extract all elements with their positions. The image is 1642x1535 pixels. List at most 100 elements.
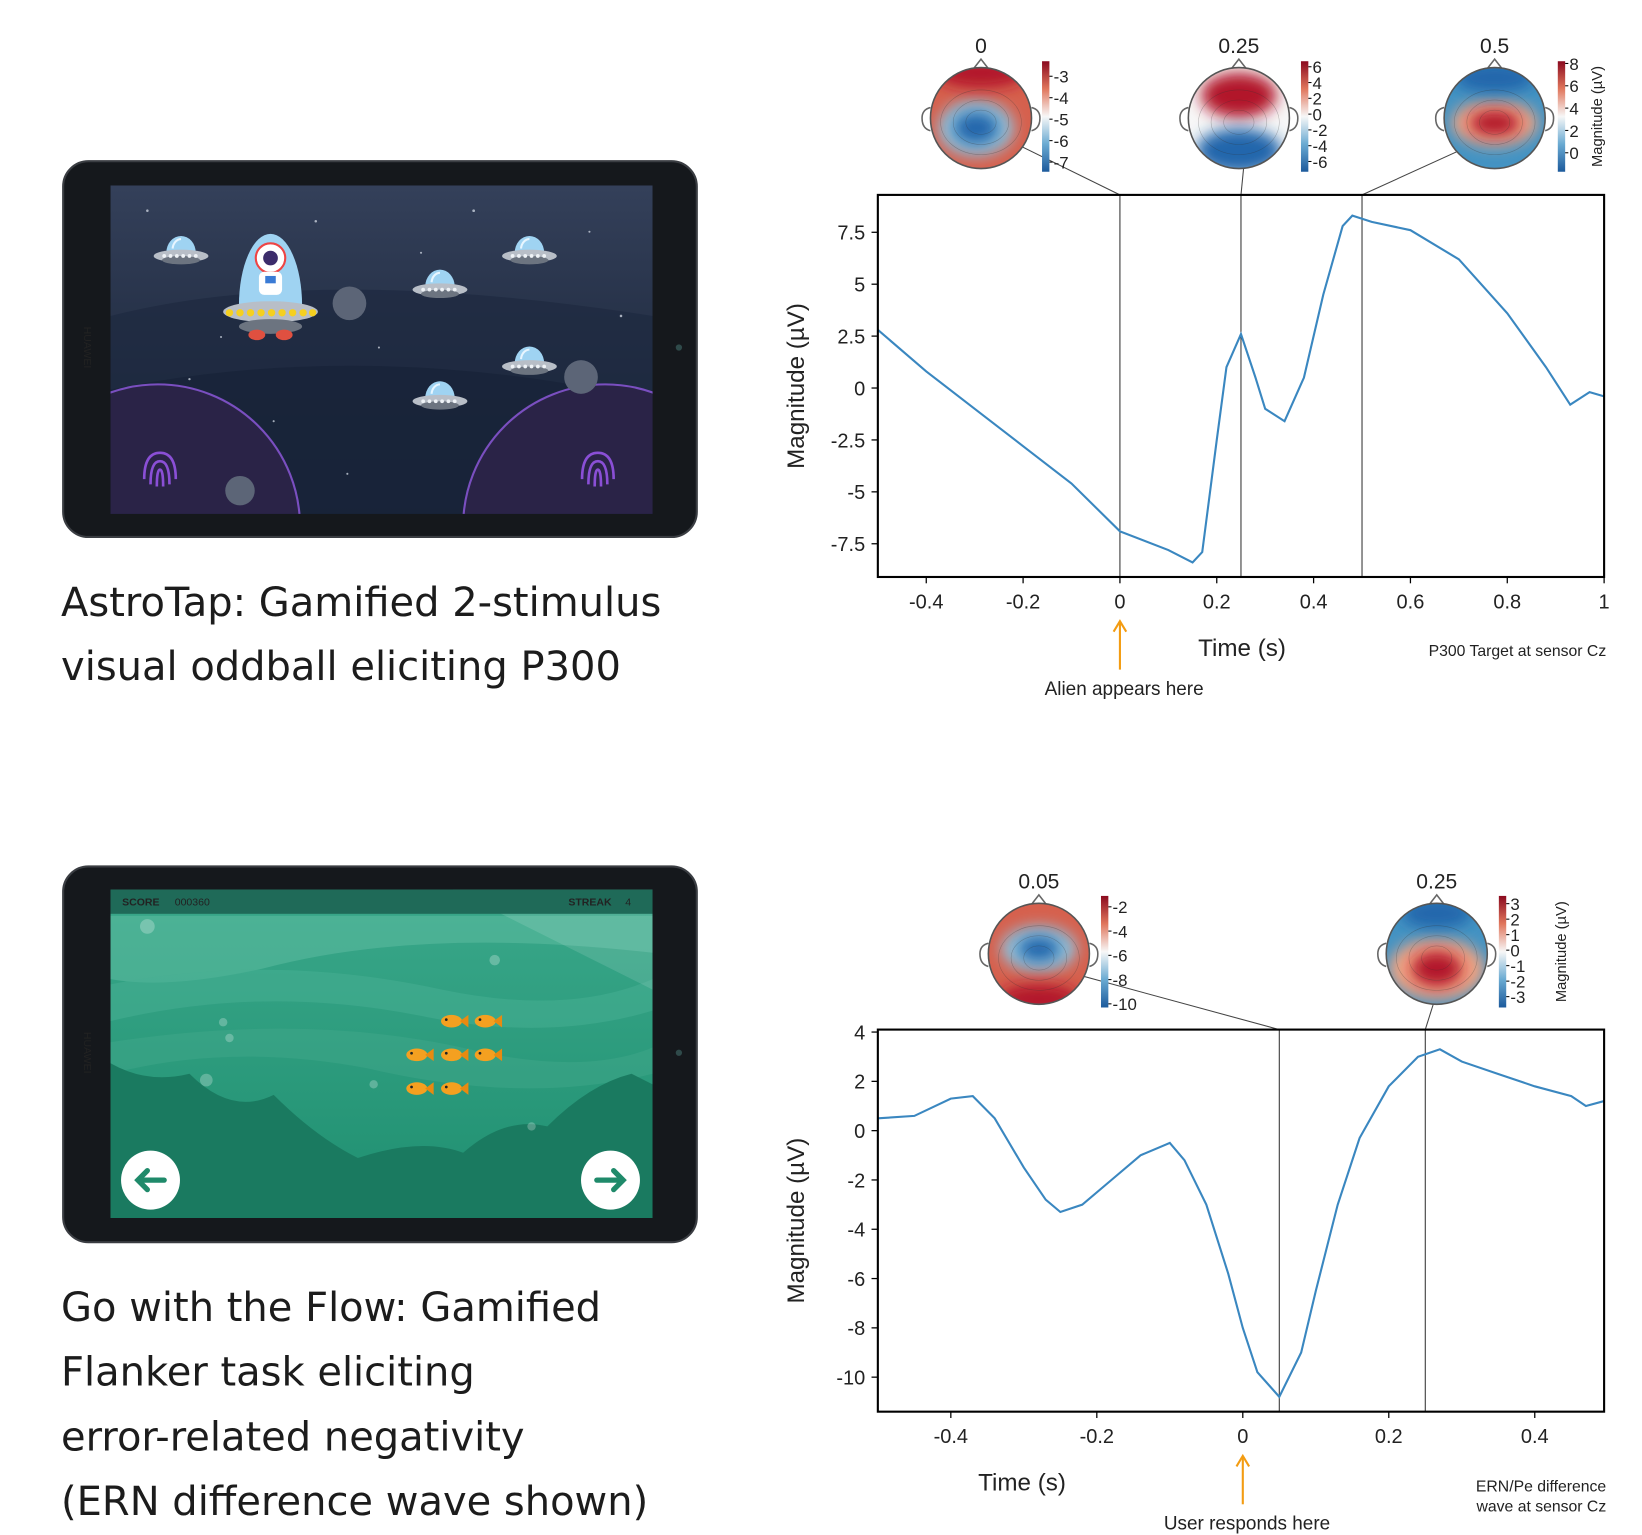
topomap [1436,59,1554,168]
x-tick-label: 0.4 [1521,1426,1549,1448]
field-blob [1469,110,1520,135]
colorbar-label: Magnitude (µV) [1554,901,1570,1002]
caption-line: Go with the Flow: Gamified [61,1285,601,1331]
caption-line: error-related negativity [61,1415,525,1461]
ear [1180,108,1188,131]
y-tick-label: -5 [847,482,865,504]
topomap-field [988,903,1089,1014]
colorbar-tick-label: -5 [1054,110,1069,129]
y-tick-label: -6 [847,1269,865,1291]
ear [1289,108,1297,131]
topomap [1180,59,1298,174]
x-tick-label: 0.8 [1493,592,1521,614]
score-label: SCORE [122,896,159,908]
ear [980,943,988,966]
colorbar [1499,896,1506,1008]
colorbar-tick-label: -8 [1113,971,1128,990]
ear [1436,108,1444,131]
topomap-time: 0.25 [1416,871,1457,894]
colorbar-tick-label: 4 [1569,99,1578,118]
colorbar-tick-label: 0 [1569,144,1578,163]
y-tick-label: -4 [847,1220,865,1242]
y-tick-label: 2 [854,1072,865,1094]
x-axis-label: Time (s) [978,1470,1066,1497]
colorbar-tick-label: -10 [1113,995,1137,1014]
x-tick-label: -0.4 [909,592,943,614]
colorbar-tick-label: -2 [1113,898,1128,917]
y-axis-label: Magnitude (µV) [783,303,810,469]
field-blob [1196,128,1282,173]
y-axis-label: Magnitude (µV) [783,1138,810,1304]
y-tick-label: 5 [854,275,865,297]
streak-value: 4 [625,896,631,908]
colorbar [1301,61,1308,172]
x-tick-label: 0.4 [1300,592,1328,614]
colorbar-label: Magnitude (µV) [1590,66,1606,167]
chart-note: ERN/Pe difference [1476,1479,1607,1496]
tablet-flanker: SCORE 000360 STREAK 4 HUAWEI [63,866,697,1242]
topomap-time: 0.25 [1218,35,1259,58]
x-tick-label: -0.2 [1080,1426,1114,1448]
tablet-brand: HUAWEI [81,327,93,369]
colorbar-tick-label: 2 [1569,122,1578,141]
y-tick-label: 7.5 [837,223,865,245]
caption-line: Flanker task eliciting [61,1349,475,1395]
x-tick-label: 0.6 [1397,592,1425,614]
caption-line: (ERN difference wave shown) [61,1479,648,1525]
y-tick-label: -8 [847,1318,865,1340]
topomap [1378,895,1496,1004]
ear [1487,943,1495,966]
ear [1378,943,1386,966]
score-value: 000360 [175,896,210,908]
field-blob [1201,73,1277,118]
y-tick-label: 4 [854,1022,865,1044]
caption-line: visual oddball eliciting P300 [61,644,621,690]
y-tick-label: -2 [847,1170,865,1192]
field-blob [953,112,998,144]
ear [1089,943,1097,966]
chart-note: wave at sensor Cz [1476,1499,1607,1516]
x-tick-label: 0 [1114,592,1125,614]
topomap-field [1444,62,1545,168]
colorbar-tick-label: -6 [1054,132,1069,151]
x-tick-label: 0 [1237,1426,1248,1448]
colorbar-tick-label: -3 [1054,68,1069,87]
figure: HUAWEI SCORE 000360 STREAK 4 HUAWEI [0,0,1642,1535]
topomap [922,57,1040,168]
colorbar-tick-label: -6 [1313,153,1328,172]
field-blob [998,984,1079,1014]
x-tick-label: 0.2 [1203,592,1231,614]
topomap-time: 0.05 [1018,871,1059,894]
ear [922,108,930,131]
caption-line: AstroTap: Gamified 2-stimulus [61,580,661,626]
chart-note: P300 Target at sensor Cz [1429,643,1607,660]
ear [1545,108,1553,131]
x-tick-label: 1 [1599,592,1610,614]
y-tick-label: -10 [836,1368,865,1390]
colorbar-tick-label: -4 [1054,89,1069,108]
topomap-time: 0.5 [1480,35,1509,58]
colorbar-tick-label: -7 [1054,153,1069,172]
x-tick-label: -0.2 [1006,592,1040,614]
x-tick-label: 0.2 [1375,1426,1403,1448]
data-line [878,1049,1604,1397]
topomap-time: 0 [975,35,987,58]
x-axis-label: Time (s) [1198,635,1286,662]
colorbar [1558,61,1565,172]
colorbar-tick-label: 8 [1569,55,1578,74]
colorbar-tick-label: -3 [1510,988,1525,1007]
tablet-brand: HUAWEI [81,1032,93,1074]
field-blob [936,57,1027,87]
colorbar-tick-label: 6 [1569,77,1578,96]
annotation-text: Alien appears here [1045,679,1204,700]
colorbar [1042,61,1049,172]
topomap-field [930,57,1031,168]
colorbar [1101,896,1108,1008]
y-tick-label: -7.5 [831,534,865,556]
field-blob [1411,951,1462,986]
y-tick-label: 0 [854,1121,865,1143]
colorbar-tick-label: -6 [1113,947,1128,966]
